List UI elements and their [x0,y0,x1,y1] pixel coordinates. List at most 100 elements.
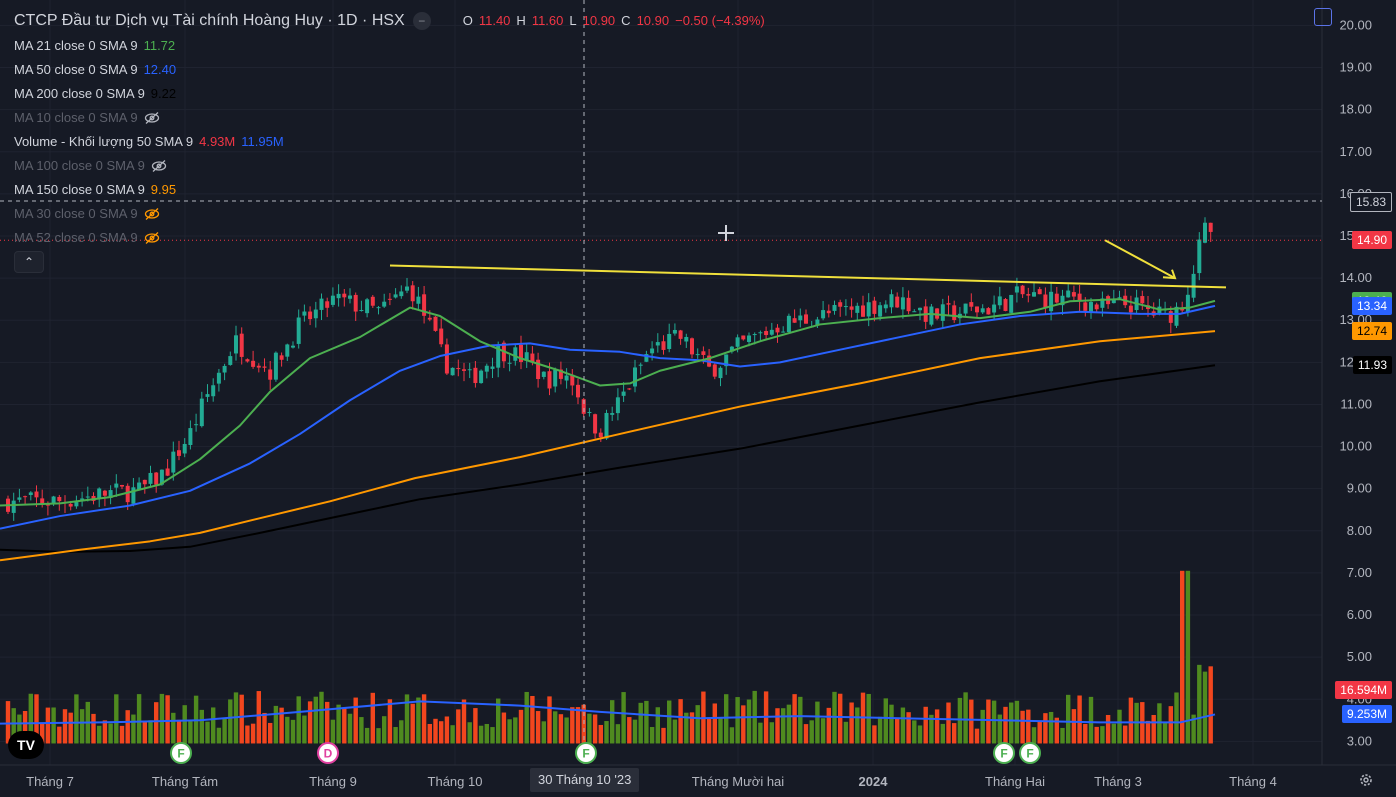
volume-bar [587,713,592,744]
candle [28,492,33,495]
event-marker[interactable] [575,742,597,764]
hidden-eye-icon[interactable] [144,231,160,245]
candle [439,328,444,345]
indicator-row[interactable]: MA 30 close 0 SMA 9 [14,202,765,226]
ohlc-value: 10.90 [636,13,670,28]
price-axis-tag: 13.34 [1351,296,1392,315]
hidden-eye-icon[interactable] [144,207,160,221]
volume-bar [809,720,814,744]
candle [188,428,193,446]
candle [735,337,740,347]
candle [1089,302,1093,313]
hidden-eye-icon[interactable] [144,111,160,125]
candle [798,315,803,321]
volume-bar [171,712,176,744]
candle [1043,294,1048,309]
volume-bar [159,693,165,744]
volume-bar [798,696,803,744]
x-tick-label: Tháng Hai [985,774,1045,789]
event-marker[interactable] [1019,742,1041,764]
candle [496,345,501,368]
volume-bar [775,708,780,744]
indicator-row[interactable]: MA 200 close 0 SMA 9 9.22 [14,82,765,106]
volume-bar [610,700,615,744]
candle [393,294,398,298]
candle [513,347,518,361]
volume-bar [268,722,273,744]
indicator-row[interactable]: MA 50 close 0 SMA 9 12.40 [14,58,765,82]
volume-bar [912,720,917,744]
volume-bar [758,722,763,744]
candle [1060,295,1065,306]
ma150-line [0,330,1216,562]
arrow-drawing[interactable] [1104,239,1176,279]
x-tick-label: Tháng Tám [152,774,218,789]
volume-bar [889,704,894,744]
candle [262,366,267,368]
candle [148,472,153,484]
volume-bar [815,701,820,744]
volume-bar [855,707,860,744]
candle [918,307,922,311]
volume-bar [307,701,313,744]
event-marker[interactable] [317,742,339,764]
event-marker[interactable] [170,742,192,764]
y-tick-label: 14.00 [1339,270,1372,285]
candle [125,485,130,503]
object-tree-icon[interactable] [1314,8,1332,26]
candle [587,412,592,414]
candle [410,285,415,302]
trendline[interactable] [389,264,1227,289]
volume-bar [131,714,136,744]
indicator-row[interactable]: MA 100 close 0 SMA 9 [14,154,765,178]
volume-bar [1100,726,1105,744]
volume-bar [1043,713,1048,744]
volume-bar [1009,702,1014,744]
candle [838,302,843,307]
candle [1128,305,1133,313]
ma21-line [0,298,1216,507]
candle [792,318,797,323]
volume-bar [28,693,33,744]
volume-bar [872,725,877,744]
candle [1009,294,1014,313]
volume-bar [5,701,11,744]
volume-bar [803,724,809,744]
price-axis-tag: 14.90 [1351,231,1392,250]
collapse-legend-button[interactable]: ⌃ [14,251,44,273]
volume-bar [364,727,370,744]
candle [553,369,558,387]
change-value: −0.50 (−4.39%) [675,13,765,28]
indicator-row[interactable]: MA 21 close 0 SMA 9 11.72 [14,34,765,58]
gear-icon[interactable] [1358,772,1374,788]
candle [108,490,113,498]
volume-bar [661,727,666,744]
hidden-eye-icon[interactable] [151,159,167,173]
tradingview-logo-icon[interactable]: TV [8,731,44,759]
volume-bar [997,714,1002,744]
candle [530,353,535,362]
volume-bar [410,703,415,744]
indicator-row[interactable]: MA 10 close 0 SMA 9 [14,106,765,130]
indicator-row[interactable]: MA 150 close 0 SMA 9 9.95 [14,178,765,202]
candle [171,451,176,473]
candle [256,365,261,368]
candle [1014,286,1019,293]
candle [142,479,147,485]
event-marker[interactable] [993,742,1015,764]
volume-bar [929,714,934,744]
candle [137,482,142,490]
volume-bar [1020,710,1025,744]
volume-bar [57,726,62,744]
indicator-row[interactable]: Volume - Khối lượng 50 SMA 9 4.93M 11.95M [14,130,765,154]
volume-bar [906,712,911,744]
indicator-row[interactable]: MA 52 close 0 SMA 9 [14,226,765,250]
candle [422,294,427,316]
volume-bar [1054,717,1059,744]
candle [131,487,136,504]
candle [701,351,706,355]
indicator-value: 9.95 [150,182,177,197]
status-dot-icon[interactable]: − [412,12,431,30]
y-tick-label: 5.00 [1347,649,1372,664]
